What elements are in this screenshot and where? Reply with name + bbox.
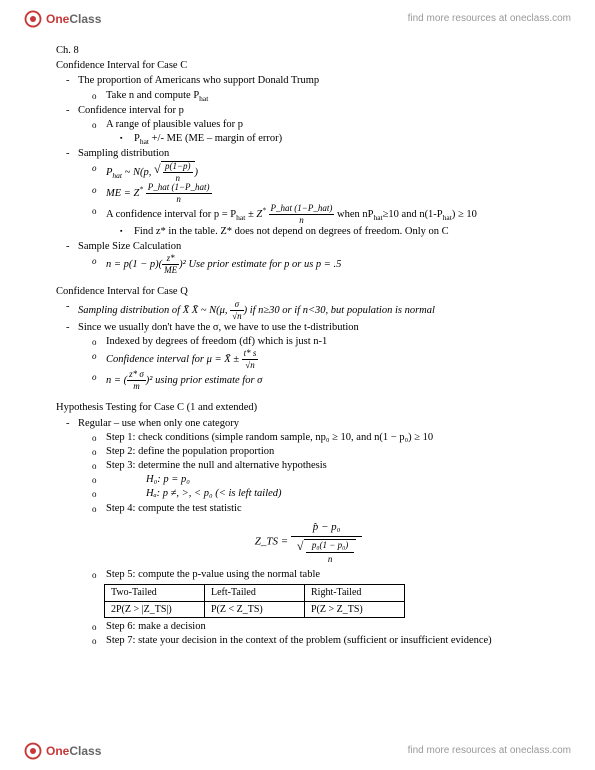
logo-text: OneClass (46, 743, 101, 759)
step: Step 6: make a decision (78, 620, 539, 634)
table-cell: P(Z > Z_TS) (305, 601, 405, 618)
chapter-label: Ch. 8 (56, 44, 539, 58)
hyp-title: Hypothesis Testing for Case C (1 and ext… (56, 401, 539, 415)
caseQ-list: Sampling distribution of X̄ X̄ ~ N(μ, σ√… (56, 300, 539, 391)
step: Step 7: state your decision in the conte… (78, 634, 539, 648)
list-item: A confidence interval for p = Phat ± Z* … (78, 204, 539, 239)
list-item: Find z* in the table. Z* does not depend… (106, 225, 539, 239)
table-row: Two-Tailed Left-Tailed Right-Tailed (105, 585, 405, 602)
step: Step 2: define the population proportion (78, 445, 539, 459)
brand-logo-footer: OneClass (24, 742, 101, 760)
table-cell: 2P(Z > |Z_TS|) (105, 601, 205, 618)
formula: Confidence interval for μ = X̄ ± t* s√n (78, 349, 539, 370)
caseC-list: The proportion of Americans who support … (56, 74, 539, 274)
list-item: A range of plausible values for p Phat +… (78, 118, 539, 147)
hypothesis: Hₐ: p ≠, >, < p₀ (< is left tailed) (78, 487, 539, 501)
table-row: 2P(Z > |Z_TS|) P(Z < Z_TS) P(Z > Z_TS) (105, 601, 405, 618)
formula: ME = Z* P_hat (1−P_hat)n (78, 183, 539, 204)
list-item: The proportion of Americans who support … (56, 74, 539, 103)
step: Step 4: compute the test statistic (78, 502, 539, 516)
page-header: OneClass find more resources at oneclass… (0, 0, 595, 38)
table-cell: Two-Tailed (105, 585, 205, 602)
pvalue-table: Two-Tailed Left-Tailed Right-Tailed 2P(Z… (104, 584, 405, 618)
list-item: Indexed by degrees of freedom (df) which… (78, 335, 539, 349)
table-cell: Right-Tailed (305, 585, 405, 602)
logo-icon (24, 10, 42, 28)
list-item: Sampling distribution of X̄ X̄ ~ N(μ, σ√… (56, 300, 539, 321)
caseQ-title: Confidence Interval for Case Q (56, 285, 539, 299)
header-tagline: find more resources at oneclass.com (408, 12, 571, 26)
hypothesis: H₀: p = p₀ (78, 473, 539, 487)
document-content: Ch. 8 Confidence Interval for Case C The… (0, 38, 595, 688)
list-item: Sampling distribution Phat ~ N(p, p(1−p)… (56, 147, 539, 239)
list-item: Sample Size Calculation n = p(1 − p)(z*M… (56, 240, 539, 275)
list-item: Confidence interval for p A range of pla… (56, 104, 539, 148)
list-item: Phat +/- ME (ME – margin of error) (106, 132, 539, 147)
table-cell: P(Z < Z_TS) (205, 601, 305, 618)
text: Sample Size Calculation (78, 241, 181, 252)
logo-text: OneClass (46, 11, 101, 27)
list-item: Take n and compute Phat (78, 89, 539, 104)
step: Step 5: compute the p-value using the no… (78, 568, 539, 582)
step: Step 3: determine the null and alternati… (78, 459, 539, 473)
logo-icon (24, 742, 42, 760)
formula: n = (z* σm)² using prior estimate for σ (78, 370, 539, 391)
formula: Phat ~ N(p, p(1−p)n) (78, 161, 539, 183)
page-footer: OneClass find more resources at oneclass… (0, 732, 595, 770)
hyp-list: Regular – use when only one category Ste… (56, 417, 539, 649)
text: The proportion of Americans who support … (78, 75, 319, 86)
footer-tagline: find more resources at oneclass.com (408, 744, 571, 758)
step: Step 1: check conditions (simple random … (78, 431, 539, 445)
formula: n = p(1 − p)(z*ME)² Use prior estimate f… (78, 254, 539, 275)
list-item: Regular – use when only one category Ste… (56, 417, 539, 649)
text: Confidence interval for p (78, 105, 184, 116)
table-cell: Left-Tailed (205, 585, 305, 602)
caseC-title: Confidence Interval for Case C (56, 59, 539, 73)
brand-logo: OneClass (24, 10, 101, 28)
list-item: Since we usually don't have the σ, we ha… (56, 321, 539, 391)
text: Sampling distribution (78, 148, 169, 159)
test-statistic-formula: Z_TS = p̂ − p₀ p₀(1 − p₀)n (78, 520, 539, 564)
